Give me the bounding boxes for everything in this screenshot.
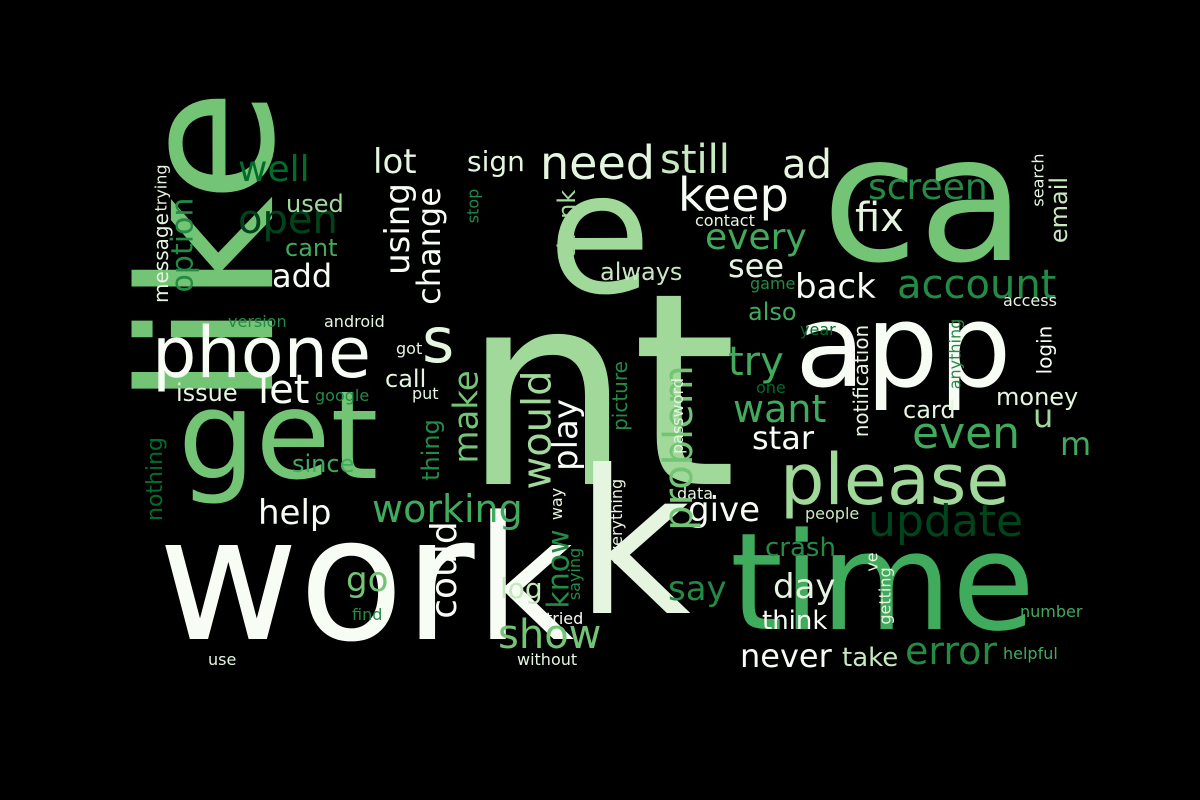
word-number: number: [1020, 602, 1083, 621]
word-version: version: [228, 312, 287, 331]
word-getting: getting: [875, 567, 895, 625]
word-notification: notification: [849, 324, 874, 438]
word-search: search: [1028, 153, 1048, 207]
word-way: way: [547, 487, 567, 521]
word-ca: ca: [822, 99, 1026, 302]
word-year: year: [800, 320, 836, 339]
word-one: one: [756, 378, 786, 397]
word-u: u: [1033, 397, 1054, 435]
word-android: android: [324, 312, 385, 331]
word-make: make: [446, 370, 487, 464]
word-everything: everything: [607, 478, 627, 566]
word-update: update: [868, 496, 1024, 547]
word-e: e: [548, 136, 652, 332]
word-without: without: [517, 650, 578, 669]
word-sign: sign: [467, 145, 525, 178]
word-see: see: [728, 247, 785, 285]
word-s: s: [422, 304, 455, 377]
word-k: k: [575, 428, 691, 661]
word-add: add: [272, 257, 333, 295]
word-work: work: [158, 479, 575, 680]
word-phone: phone: [152, 312, 372, 394]
word-ad: ad: [782, 142, 832, 188]
word-working: working: [372, 487, 523, 531]
word-saying: saying: [565, 547, 585, 601]
word-even: even: [912, 408, 1021, 459]
word-call: call: [385, 365, 427, 393]
word-want: want: [733, 387, 827, 431]
word-back: back: [795, 267, 876, 307]
word-thing: thing: [416, 419, 445, 481]
word-play: play: [545, 399, 586, 471]
word-card: card: [903, 396, 956, 424]
word-well: well: [238, 149, 310, 190]
word-show: show: [498, 612, 602, 658]
word-cant: cant: [285, 234, 338, 262]
word-think: think: [762, 606, 828, 636]
word-since: since: [292, 450, 355, 478]
word-tried: tried: [546, 609, 584, 628]
word-got: got: [396, 339, 423, 358]
word-open: open: [238, 197, 338, 243]
word-give: give: [688, 490, 761, 530]
word-need: need: [540, 136, 655, 190]
word-say: say: [668, 569, 727, 609]
word-error: error: [905, 629, 997, 673]
word-option: option: [165, 197, 201, 293]
word-use: use: [208, 650, 237, 669]
word-stop: stop: [463, 188, 483, 224]
word-still: still: [660, 137, 730, 183]
word-contact: contact: [695, 211, 755, 230]
word-log: log: [500, 572, 543, 605]
word-people: people: [805, 504, 860, 523]
word-access: access: [1003, 291, 1057, 310]
word-login: login: [1032, 325, 1057, 375]
word-used: used: [286, 190, 344, 218]
word-go: go: [346, 560, 389, 600]
word-never: never: [740, 637, 832, 675]
word-keep: keep: [678, 168, 789, 222]
word-m: m: [1060, 425, 1092, 463]
word-anything: anything: [945, 318, 965, 390]
word-screen: screen: [868, 167, 988, 208]
word-data: data: [677, 484, 714, 503]
word-issue: issue: [176, 379, 238, 407]
word-lot: lot: [373, 142, 417, 182]
word-password: password: [667, 378, 687, 454]
word-get: get: [178, 365, 379, 507]
word-google: google: [315, 386, 370, 405]
word-day: day: [773, 567, 836, 607]
word-change: change: [409, 187, 448, 305]
word-let: let: [258, 367, 310, 413]
word-crash: crash: [765, 533, 836, 563]
word-game: game: [750, 274, 796, 293]
word-put: put: [412, 384, 439, 403]
word-email: email: [1045, 176, 1074, 244]
word-money: money: [996, 383, 1079, 411]
word-take: take: [842, 643, 899, 673]
word-thank: thank: [553, 189, 582, 259]
word-help: help: [258, 493, 332, 533]
word-time: time: [730, 504, 1036, 661]
word-fix: fix: [855, 195, 904, 241]
word-always: always: [600, 258, 683, 286]
word-account: account: [897, 262, 1057, 308]
word-find: find: [352, 605, 383, 624]
word-also: also: [748, 298, 797, 326]
word-please: please: [780, 439, 1010, 521]
word-helpful: helpful: [1003, 644, 1058, 663]
word-could: could: [423, 521, 465, 619]
word-nt: nt: [462, 236, 737, 548]
word-try: try: [728, 339, 784, 385]
word-app: app: [795, 280, 1012, 414]
word-every: every: [705, 217, 807, 258]
word-picture: picture: [607, 361, 632, 431]
word-nothing: nothing: [143, 437, 168, 521]
word-star: star: [752, 419, 814, 457]
